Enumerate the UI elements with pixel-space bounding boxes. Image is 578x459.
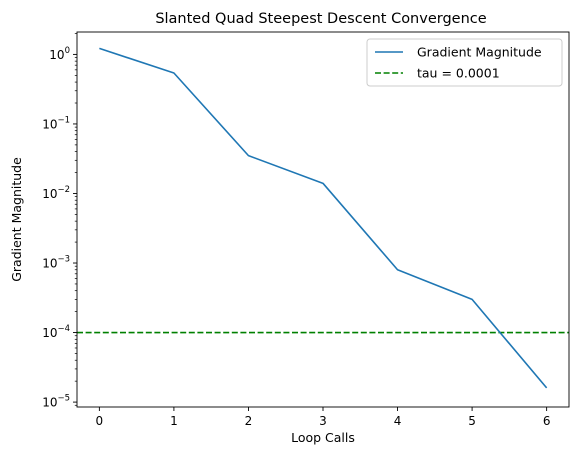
legend: Gradient Magnitude tau = 0.0001 [366, 38, 563, 87]
x-tick-label: 6 [543, 414, 551, 428]
series-line [99, 47, 548, 389]
x-axis-label: Loop Calls [291, 430, 355, 445]
y-tick-label: 10−2 [42, 185, 70, 201]
legend-label: Gradient Magnitude [417, 45, 542, 60]
y-tick-label: 10−5 [42, 394, 70, 410]
y-tick-label-base: 10 [42, 396, 57, 410]
chart-title: Slanted Quad Steepest Descent Convergenc… [155, 11, 486, 27]
x-tick-label: 2 [245, 414, 253, 428]
y-tick-label-exponent: 0 [65, 46, 70, 56]
x-tick-label: 4 [394, 414, 402, 428]
legend-box [366, 38, 563, 87]
x-tick-label: 3 [319, 414, 327, 428]
x-tick-label: 5 [468, 414, 476, 428]
y-tick-label: 100 [49, 46, 70, 62]
x-tick-label: 1 [170, 414, 178, 428]
y-tick-label-exponent: −5 [57, 394, 70, 404]
y-tick-label-base: 10 [42, 187, 57, 201]
legend-label: tau = 0.0001 [417, 66, 500, 81]
y-tick-label-exponent: −3 [57, 255, 70, 265]
x-tick-label: 0 [96, 414, 104, 428]
y-axis-label: Gradient Magnitude [9, 157, 24, 282]
y-tick-label: 10−3 [42, 255, 70, 271]
y-tick-label-exponent: −1 [57, 115, 70, 125]
y-tick-label: 10−4 [42, 324, 70, 340]
y-tick-label-base: 10 [42, 117, 57, 131]
x-axis-ticks: 0 1 2 3 4 5 6 [96, 407, 551, 428]
y-tick-label-base: 10 [42, 257, 57, 271]
y-tick-label-base: 10 [49, 48, 64, 62]
y-tick-label: 10−1 [42, 115, 70, 131]
plot-content [77, 47, 569, 389]
y-tick-label-exponent: −4 [57, 324, 70, 334]
plot-frame [76, 31, 570, 408]
y-tick-label-base: 10 [42, 326, 57, 340]
y-tick-label-exponent: −2 [57, 185, 70, 195]
